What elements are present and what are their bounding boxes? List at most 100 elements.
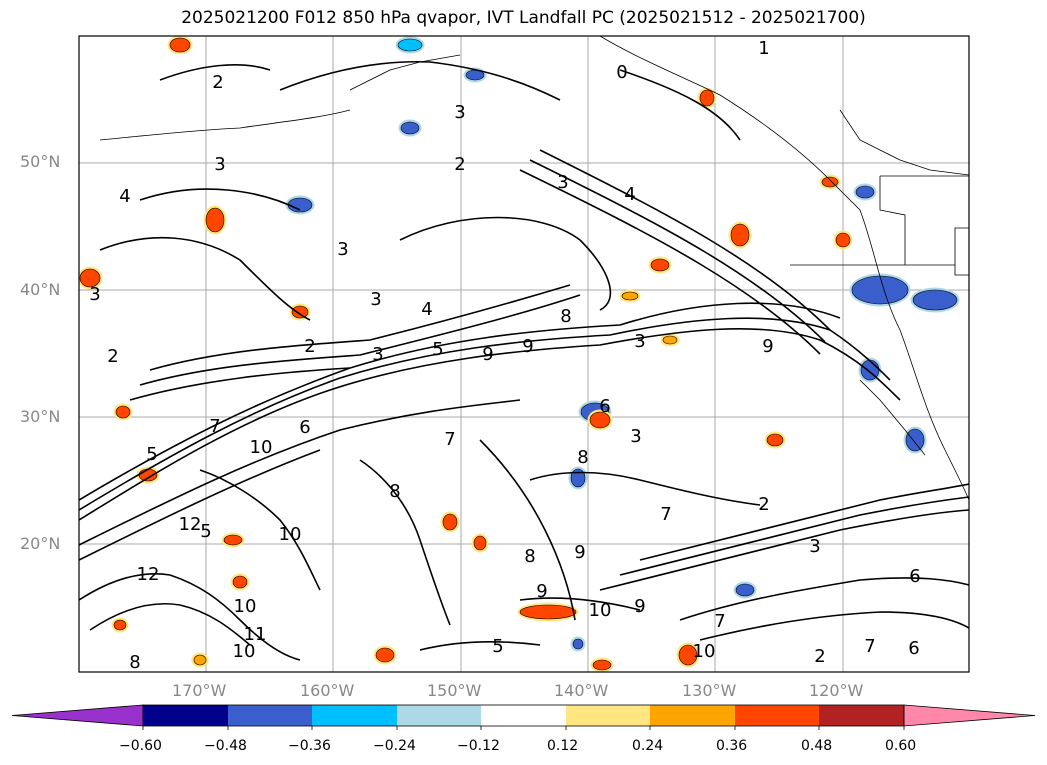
contour-label: 7 [444,429,455,450]
qvapor-anomaly-patch [678,644,698,666]
qvapor-anomaly-patch [835,232,851,248]
contour-label: 2 [758,494,769,515]
coastline-segment [599,36,969,501]
ivt-contour-line [79,328,901,521]
ivt-contour-line [419,640,541,651]
contour-label: 8 [577,447,588,468]
colorbar-tick: 0.60 [885,738,917,754]
contour-label: 10 [693,641,716,662]
contour-label: 10 [589,600,612,621]
qvapor-anomaly-patch [735,583,755,597]
ivt-contours [79,60,969,661]
contour-label: 4 [119,186,130,207]
qvapor-anomaly-patch [851,275,909,305]
coastline [99,36,969,501]
contour-label: 2 [304,336,315,357]
qvapor-anomaly-patch [113,619,127,631]
contour-label: 9 [522,336,533,357]
ivt-contour-line [79,302,841,501]
qvapor-anomaly-patch [519,604,577,620]
qvapor-anomaly-patch [115,405,131,419]
qvapor-anomaly-patch [79,268,101,288]
qvapor-anomaly-patch [291,305,309,319]
lon-label-160w: 160°W [300,681,355,700]
qvapor-anomaly-patch [169,37,191,53]
colorbar-extend-low [11,704,144,727]
contour-label: 6 [909,566,920,587]
contour-label: 10 [233,641,256,662]
ivt-contour-line [519,169,821,355]
contour-label: 0 [616,62,627,83]
colorbar-tick: −0.36 [288,738,331,754]
ivt-contour-line [679,577,969,621]
map-title: 2025021200 F012 850 hPa qvapor, IVT Land… [181,8,866,28]
contour-label: 4 [421,299,432,320]
contour-label: 1 [758,38,769,59]
qvapor-anomaly-patch [473,535,487,551]
qvapor-anomaly-patch [592,659,612,671]
ivt-contour-line [279,60,561,101]
ivt-contour-line [89,602,251,646]
contour-label: 12 [179,514,202,535]
ivt-contour-line [529,471,761,506]
ivt-contour-line [129,367,351,401]
ivt-contour-line [599,509,969,591]
lon-label-150w: 150°W [427,681,482,700]
contour-label: 9 [574,542,585,563]
qvapor-anomaly-patch [912,289,958,311]
qvapor-anomaly-patch [193,654,207,666]
contour-label: 9 [634,596,645,617]
colorbar-tick: 0.48 [801,738,833,754]
colorbar-segment [143,705,228,726]
coastline-segment [839,109,969,176]
colorbar-tick: 0.36 [716,738,748,754]
coastline-segment [349,54,461,91]
contour-label: 9 [536,581,547,602]
contour-label: 7 [864,636,875,657]
ivt-contour-line [139,294,581,386]
contour-label: 3 [630,426,641,447]
qvapor-anomaly-patch [570,468,586,488]
colorbar-segment [481,705,566,726]
contour-label: 9 [482,344,493,365]
ivt-contour-line [519,597,641,611]
contour-label: 8 [524,546,535,567]
qvapor-anomaly-patch [572,638,584,650]
lon-label-130w: 130°W [682,681,737,700]
qvapor-anomaly-patch [232,575,248,589]
qvapor-anomaly-patch [699,89,715,107]
colorbar-segment [735,705,819,726]
lat-label-50: 50°N [20,152,61,171]
contour-label: 4 [624,184,635,205]
contour-label: 2 [212,72,223,93]
ivt-contour-line [529,159,826,343]
colorbar-segment [650,705,735,726]
contour-label: 3 [337,239,348,260]
contour-label: 6 [299,417,310,438]
contour-label: 8 [129,652,140,673]
lat-label-30: 30°N [20,407,61,426]
qvapor-anomaly-patch [650,258,670,272]
qvapor-anomaly-patch [766,433,784,447]
qvapor-anomaly-patch [400,121,420,135]
qvapor-anomaly-patch [730,223,750,247]
qvapor-anomaly-patch [375,647,395,663]
ivt-contour-line [619,69,741,141]
map-frame [78,35,970,673]
contour-label: 7 [660,504,671,525]
colorbar-segment [566,705,650,726]
qvapor-anomaly-patch [621,291,639,301]
contour-label: 11 [244,624,267,645]
contour-label: 10 [279,524,302,545]
contour-label: 6 [908,638,919,659]
contour-label: 12 [137,564,160,585]
colorbar-tick: −0.24 [373,738,416,754]
contour-label: 3 [214,154,225,175]
ivt-contour-line [139,188,301,211]
ivt-contour-line [79,572,301,661]
colorbar-tick: 0.24 [632,738,664,754]
coastline-segment [859,379,926,456]
contour-label: 3 [454,102,465,123]
coastline-segment [879,176,906,265]
